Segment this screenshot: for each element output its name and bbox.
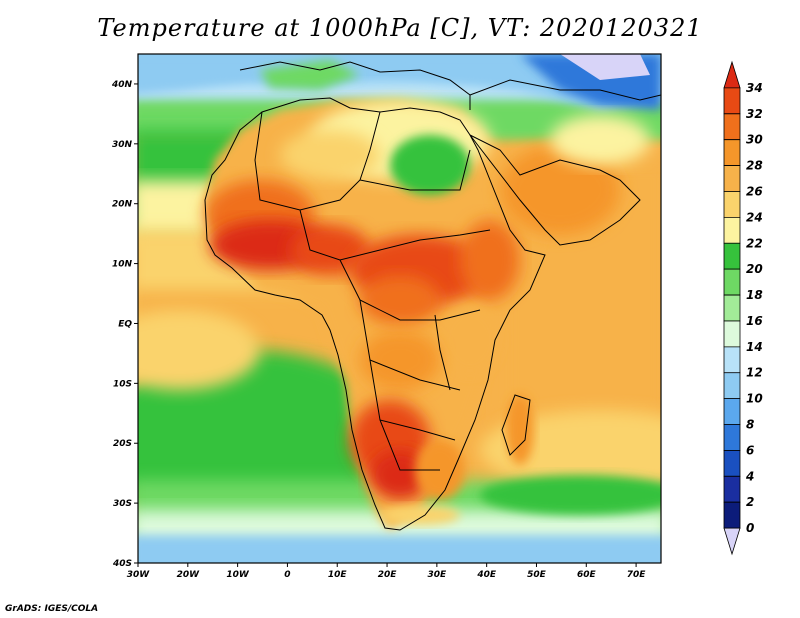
colorbar-swatch — [723, 216, 741, 244]
colorbar-label: 34 — [746, 81, 763, 95]
colorbar-label: 12 — [746, 366, 763, 380]
lat-tick-label: 30N — [112, 140, 133, 150]
colorbar-label: 10 — [746, 392, 763, 406]
colorbar-swatch — [723, 424, 741, 451]
colorbar-swatch — [723, 398, 741, 425]
lon-tick-label: 70E — [627, 570, 647, 580]
map-frame — [137, 53, 662, 564]
colorbar-label: 22 — [746, 236, 763, 250]
lon-tick-label: 30E — [428, 570, 448, 580]
colorbar-label: 28 — [746, 159, 763, 173]
colorbar-label: 24 — [746, 210, 763, 224]
colorbar-label: 26 — [746, 184, 763, 198]
lon-tick-label: 50E — [527, 570, 547, 580]
colorbar-label: 16 — [746, 314, 763, 328]
lat-tick-label: 40N — [111, 80, 133, 90]
colorbar-swatch — [723, 191, 741, 218]
lon-tick-label: 40E — [476, 570, 497, 580]
lat-tick-label: 40S — [112, 559, 132, 569]
lon-tick-label: 10W — [226, 570, 250, 580]
colorbar-swatch — [723, 501, 741, 529]
colorbar-swatch — [723, 294, 741, 322]
colorbar-swatch — [723, 113, 741, 141]
colorbar-swatch — [723, 450, 741, 477]
colorbar-swatch — [723, 320, 741, 348]
lon-tick-label: 20E — [378, 570, 398, 580]
colorbar-swatch — [723, 60, 741, 89]
colorbar-swatch — [723, 87, 741, 115]
footer-credit: GrADS: IGES/COLA — [5, 604, 99, 614]
colorbar-label: 18 — [746, 288, 763, 302]
colorbar-label: 4 — [745, 469, 754, 483]
colorbar-swatch — [723, 475, 741, 503]
colorbar-label: 2 — [746, 495, 754, 509]
lat-tick-label: 20S — [113, 439, 132, 449]
colorbar-label: 0 — [746, 521, 754, 535]
colorbar-label: 6 — [746, 443, 754, 457]
lon-tick-label: 0 — [284, 570, 290, 580]
colorbar-swatch — [723, 527, 741, 556]
lat-tick-label: 10N — [112, 260, 133, 270]
lon-tick-label: 10E — [328, 570, 348, 580]
colorbar-swatch — [723, 268, 741, 296]
colorbar-swatch — [723, 372, 741, 400]
map-title: Temperature at 1000hPa [C], VT: 20201203… — [97, 14, 703, 42]
colorbar-label: 8 — [746, 418, 754, 432]
temperature-field — [138, 54, 661, 563]
lat-tick-label: 30S — [113, 499, 132, 509]
lon-tick-label: 30W — [127, 570, 151, 580]
lat-tick-label: 20N — [112, 200, 133, 210]
lat-tick-label: EQ — [118, 319, 132, 329]
colorbar-label: 14 — [746, 340, 763, 354]
lon-tick-label: 60E — [577, 570, 597, 580]
colorbar-swatch — [723, 346, 741, 374]
lat-tick-label: 10S — [113, 379, 132, 389]
longitude-axis: 30W 20W 10W 0 10E 20E 30E 40E 50E 60E 70E — [127, 563, 647, 580]
colorbar-label: 32 — [746, 107, 763, 121]
colorbar-label: 30 — [746, 133, 763, 147]
coastlines — [204, 61, 661, 531]
colorbar-swatch — [723, 165, 741, 192]
colorbar-swatch — [723, 242, 741, 270]
lon-tick-label: 20W — [177, 570, 201, 580]
colorbar-swatch — [723, 139, 741, 166]
colorbar-label: 20 — [746, 262, 763, 276]
latitude-axis: 40N 30N 20N 10N EQ 10S 20S 30S 40S — [111, 80, 138, 569]
